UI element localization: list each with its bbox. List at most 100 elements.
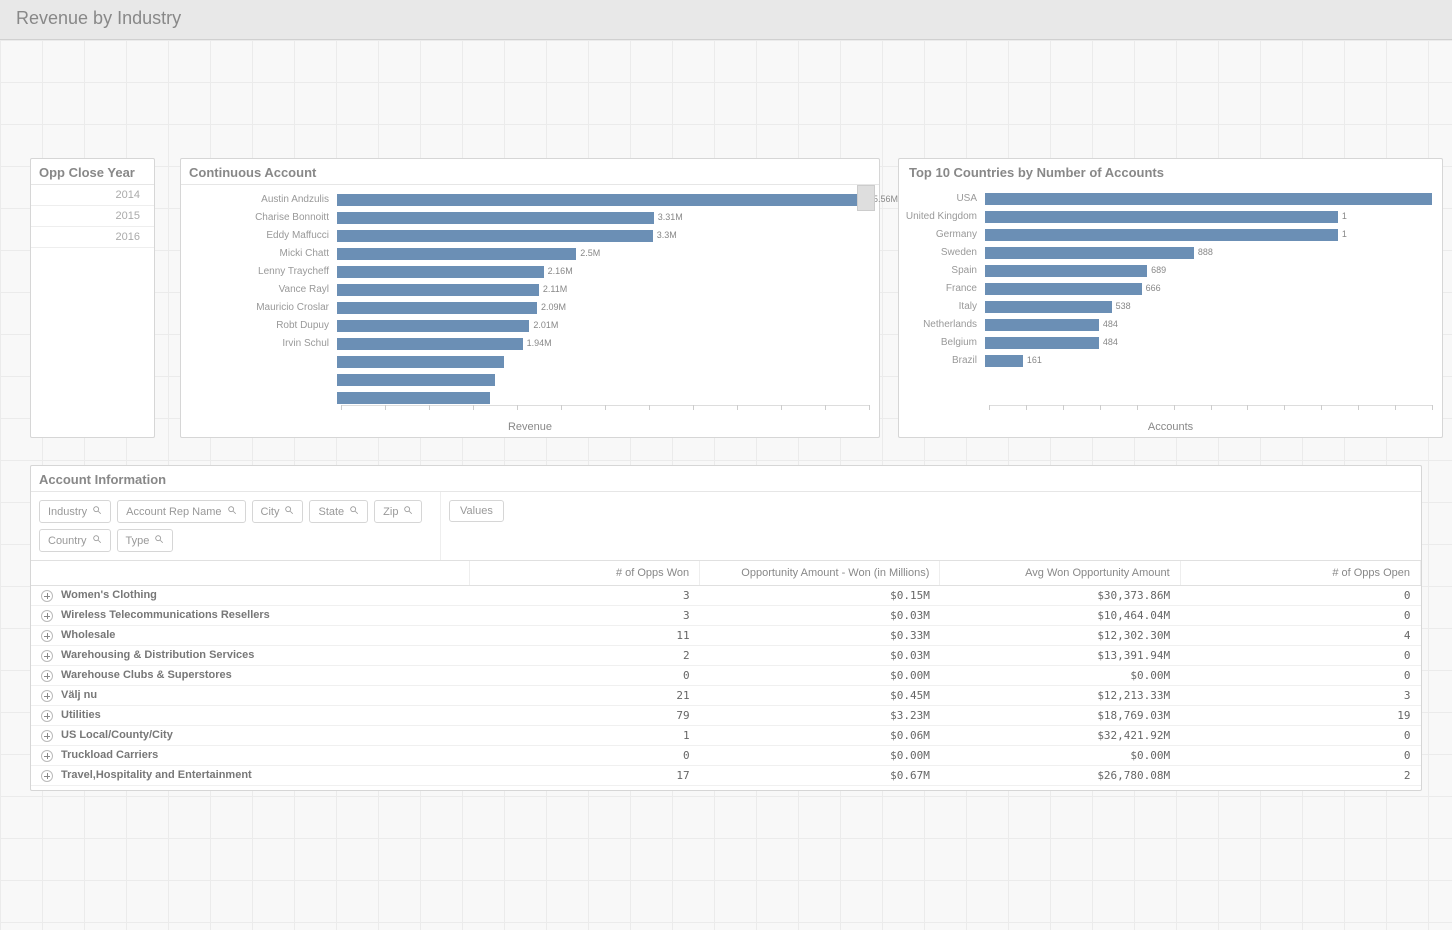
- col-header[interactable]: Avg Won Opportunity Amount: [940, 561, 1180, 586]
- top-countries-chart: USA United Kingdom1 Germany 1 Sweden 888 Spain…: [899, 184, 1442, 372]
- bar-row[interactable]: Brazil161: [905, 352, 1432, 369]
- cell-won: 1: [470, 726, 700, 746]
- table-row[interactable]: Wholesale11$0.33M$12,302.30M4: [31, 626, 1421, 646]
- expand-icon[interactable]: [41, 750, 53, 762]
- year-item-2016[interactable]: 2016: [31, 227, 154, 248]
- bar-track: 1.94M: [337, 337, 869, 351]
- bar-row[interactable]: Germany 1: [905, 226, 1432, 243]
- bar-row[interactable]: Italy538: [905, 298, 1432, 315]
- filter-industry[interactable]: Industry: [39, 500, 111, 523]
- industry-cell: Warehouse Clubs & Superstores: [31, 666, 470, 686]
- filter-type[interactable]: Type: [117, 529, 174, 552]
- bar-row[interactable]: USA: [905, 190, 1432, 207]
- cell-amt: $0.45M: [700, 686, 940, 706]
- expand-icon[interactable]: [41, 610, 53, 622]
- filter-label: City: [261, 506, 280, 518]
- expand-icon[interactable]: [41, 770, 53, 782]
- bar-value: 1: [1342, 229, 1347, 239]
- search-icon: [403, 505, 413, 518]
- cell-amt: $0.67M: [700, 766, 940, 786]
- bar-row[interactable]: Belgium484: [905, 334, 1432, 351]
- bar-label: Mauricio Croslar: [187, 302, 337, 313]
- bar-row[interactable]: [187, 353, 869, 370]
- bar-row[interactable]: France666: [905, 280, 1432, 297]
- filter-zip[interactable]: Zip: [374, 500, 422, 523]
- bar-row[interactable]: Mauricio Croslar2.09M: [187, 299, 869, 316]
- year-item-2015[interactable]: 2015: [31, 206, 154, 227]
- expand-icon[interactable]: [41, 590, 53, 602]
- table-row[interactable]: Wireless Telecommunications Resellers3$0…: [31, 606, 1421, 626]
- col-header[interactable]: # of Opps Open: [1180, 561, 1420, 586]
- search-icon: [227, 505, 237, 518]
- bar-row[interactable]: [187, 371, 869, 388]
- table-row[interactable]: Women's Clothing3$0.15M$30,373.86M0: [31, 586, 1421, 606]
- opp-close-year-title: Opp Close Year: [31, 159, 154, 185]
- bar-value: 3.3M: [657, 230, 677, 240]
- cell-won: 17: [470, 766, 700, 786]
- bar-row[interactable]: Vance Rayl2.11M: [187, 281, 869, 298]
- table-row[interactable]: Warehouse Clubs & Superstores0$0.00M$0.0…: [31, 666, 1421, 686]
- continuous-account-scrollbar[interactable]: [857, 185, 875, 211]
- expand-icon[interactable]: [41, 730, 53, 742]
- table-row[interactable]: Truckload Carriers0$0.00M$0.00M0: [31, 746, 1421, 766]
- expand-icon[interactable]: [41, 690, 53, 702]
- table-row[interactable]: Utilities79$3.23M$18,769.03M19: [31, 706, 1421, 726]
- bar-label: Austin Andzulis: [187, 194, 337, 205]
- bar-row[interactable]: United Kingdom1: [905, 208, 1432, 225]
- bar-value: 888: [1198, 247, 1213, 257]
- bar-row[interactable]: Micki Chatt2.5M: [187, 245, 869, 262]
- bar-row[interactable]: [187, 389, 869, 406]
- bar-value: 689: [1151, 265, 1166, 275]
- bar-row[interactable]: Spain689: [905, 262, 1432, 279]
- bar-label: Sweden: [905, 247, 985, 258]
- bar-row[interactable]: Lenny Traycheff2.16M: [187, 263, 869, 280]
- filter-state[interactable]: State: [309, 500, 368, 523]
- values-chip[interactable]: Values: [449, 500, 504, 522]
- table-row[interactable]: Travel,Hospitality and Entertainment17$0…: [31, 766, 1421, 786]
- cell-amt: $0.00M: [700, 746, 940, 766]
- bar-track: 3.3M: [337, 229, 869, 243]
- bar-track: 2.11M: [337, 283, 869, 297]
- bar-track: 484: [985, 336, 1432, 350]
- expand-icon[interactable]: [41, 650, 53, 662]
- table-row[interactable]: Warehousing & Distribution Services2$0.0…: [31, 646, 1421, 666]
- search-icon: [92, 534, 102, 547]
- bar-label: Netherlands: [905, 319, 985, 330]
- bar-row[interactable]: Robt Dupuy2.01M: [187, 317, 869, 334]
- bar-row[interactable]: Austin Andzulis5.56M: [187, 191, 869, 208]
- filter-account-rep-name[interactable]: Account Rep Name: [117, 500, 245, 523]
- bar-label: USA: [905, 193, 985, 204]
- bar-fill: [337, 374, 495, 386]
- bar-label: Germany: [905, 229, 985, 240]
- bar-value: 2.01M: [533, 320, 558, 330]
- expand-icon[interactable]: [41, 710, 53, 722]
- col-header[interactable]: [31, 561, 470, 586]
- bar-fill: 1.94M: [337, 338, 523, 350]
- expand-icon[interactable]: [41, 670, 53, 682]
- bar-label: Charise Bonnoitt: [187, 212, 337, 223]
- bar-value: 2.5M: [580, 248, 600, 258]
- bar-fill: 2.11M: [337, 284, 539, 296]
- table-row[interactable]: Välj nu21$0.45M$12,213.33M3: [31, 686, 1421, 706]
- bar-row[interactable]: Irvin Schul1.94M: [187, 335, 869, 352]
- expand-icon[interactable]: [41, 630, 53, 642]
- cell-won: 2: [470, 646, 700, 666]
- bar-row[interactable]: Charise Bonnoitt3.31M: [187, 209, 869, 226]
- bar-fill: 3.31M: [337, 212, 654, 224]
- year-list: 201420152016: [31, 185, 154, 248]
- bar-row[interactable]: Netherlands484: [905, 316, 1432, 333]
- bar-track: 689: [985, 264, 1432, 278]
- bar-fill: 666: [985, 283, 1142, 295]
- col-header[interactable]: # of Opps Won: [470, 561, 700, 586]
- filter-country[interactable]: Country: [39, 529, 111, 552]
- filter-city[interactable]: City: [252, 500, 304, 523]
- bar-fill: 538: [985, 301, 1112, 313]
- bar-row[interactable]: Sweden 888: [905, 244, 1432, 261]
- continuous-account-chart: Austin Andzulis5.56MCharise Bonnoitt3.31…: [181, 185, 879, 409]
- bar-row[interactable]: Eddy Maffucci3.3M: [187, 227, 869, 244]
- col-header[interactable]: Opportunity Amount - Won (in Millions): [700, 561, 940, 586]
- search-icon: [349, 505, 359, 518]
- cell-avg: $0.00M: [940, 666, 1180, 686]
- table-row[interactable]: US Local/County/City1$0.06M$32,421.92M0: [31, 726, 1421, 746]
- year-item-2014[interactable]: 2014: [31, 185, 154, 206]
